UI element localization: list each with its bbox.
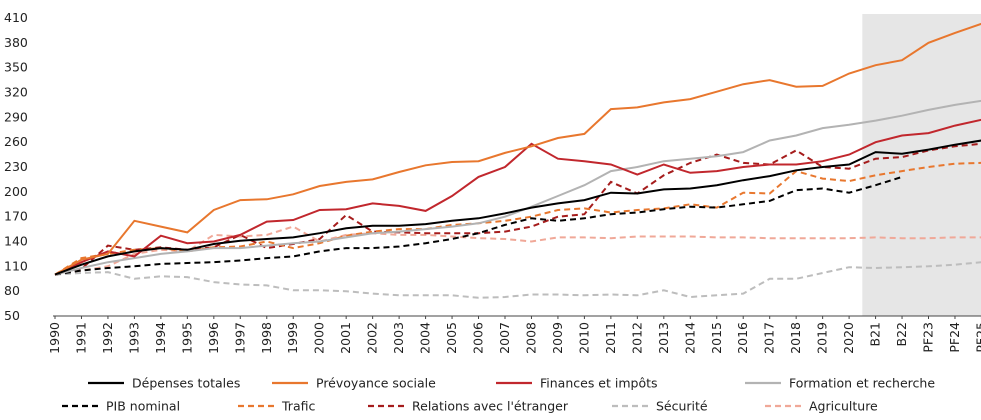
legend-label: Dépenses totales [132, 376, 240, 391]
x-tick-label: 2018 [788, 322, 803, 354]
series-line [54, 99, 981, 276]
x-tick-label: B22 [894, 322, 909, 346]
y-tick-label: 290 [4, 109, 28, 124]
series-line [54, 142, 981, 276]
x-tick-label: 2000 [312, 322, 327, 354]
x-tick-label: 2010 [576, 322, 591, 354]
x-tick-label: PF23 [921, 322, 936, 353]
x-tick-label: 2020 [841, 322, 856, 354]
x-tick-label: 1996 [206, 322, 221, 354]
x-tick-label: 2013 [656, 322, 671, 354]
legend-label: Relations avec l'étranger [412, 399, 569, 414]
x-tick-label: 2005 [444, 322, 459, 354]
legend-label: Sécurité [656, 399, 708, 414]
series-line [54, 139, 981, 276]
y-tick-label: 380 [4, 35, 28, 50]
y-tick-label: 350 [4, 60, 28, 75]
y-tick-label: 260 [4, 134, 28, 149]
x-tick-label: 2008 [523, 322, 538, 354]
x-tick-label: 1999 [285, 322, 300, 354]
x-tick-label: 2015 [709, 322, 724, 354]
x-tick-label: 2014 [682, 322, 697, 354]
y-tick-label: 140 [4, 234, 28, 249]
y-tick-label: 170 [4, 209, 28, 224]
x-tick-label: 1992 [100, 322, 115, 354]
series-line [54, 22, 981, 276]
y-tick-label: 410 [4, 10, 28, 25]
x-tick-label: 1990 [47, 322, 62, 354]
legend-label: Finances et impôts [540, 376, 658, 391]
legend-label: Prévoyance sociale [316, 376, 436, 391]
series-line [54, 175, 903, 276]
x-tick-label: PF25 [973, 322, 981, 353]
x-tick-label: PF24 [947, 322, 962, 353]
x-tick-label: 1997 [232, 322, 247, 354]
x-tick-label: 2004 [418, 322, 433, 354]
x-tick-label: 2011 [603, 322, 618, 354]
x-tick-label: 1991 [73, 322, 88, 354]
legend-label: Trafic [281, 399, 315, 414]
y-tick-label: 110 [4, 258, 28, 273]
x-tick-label: 2006 [471, 322, 486, 354]
y-tick-label: 320 [4, 85, 28, 100]
x-tick-label: 2007 [497, 322, 512, 354]
x-tick-label: 2003 [391, 322, 406, 354]
x-tick-label: 1993 [126, 322, 141, 354]
x-tick-label: 2012 [629, 322, 644, 354]
x-tick-label: 1995 [179, 322, 194, 354]
legend-label: PIB nominal [106, 399, 180, 414]
x-tick-label: 2002 [365, 322, 380, 354]
forecast-shade [862, 14, 981, 316]
y-tick-label: 80 [4, 283, 20, 298]
series-line [54, 261, 981, 299]
legend-label: Agriculture [809, 399, 878, 414]
series-line [54, 225, 981, 276]
x-tick-label: 2016 [735, 322, 750, 354]
x-tick-label: 1994 [153, 322, 168, 354]
x-tick-label: 2017 [762, 322, 777, 354]
series-line [54, 161, 981, 276]
legend-label: Formation et recherche [789, 376, 935, 391]
x-tick-label: 2001 [338, 322, 353, 354]
y-tick-label: 50 [4, 308, 20, 323]
x-tick-label: 2019 [815, 322, 830, 354]
series-line [54, 118, 981, 276]
x-tick-label: 1998 [259, 322, 274, 354]
x-tick-label: B21 [868, 322, 883, 346]
x-tick-label: 2009 [550, 322, 565, 354]
y-tick-label: 230 [4, 159, 28, 174]
y-tick-label: 200 [4, 184, 28, 199]
